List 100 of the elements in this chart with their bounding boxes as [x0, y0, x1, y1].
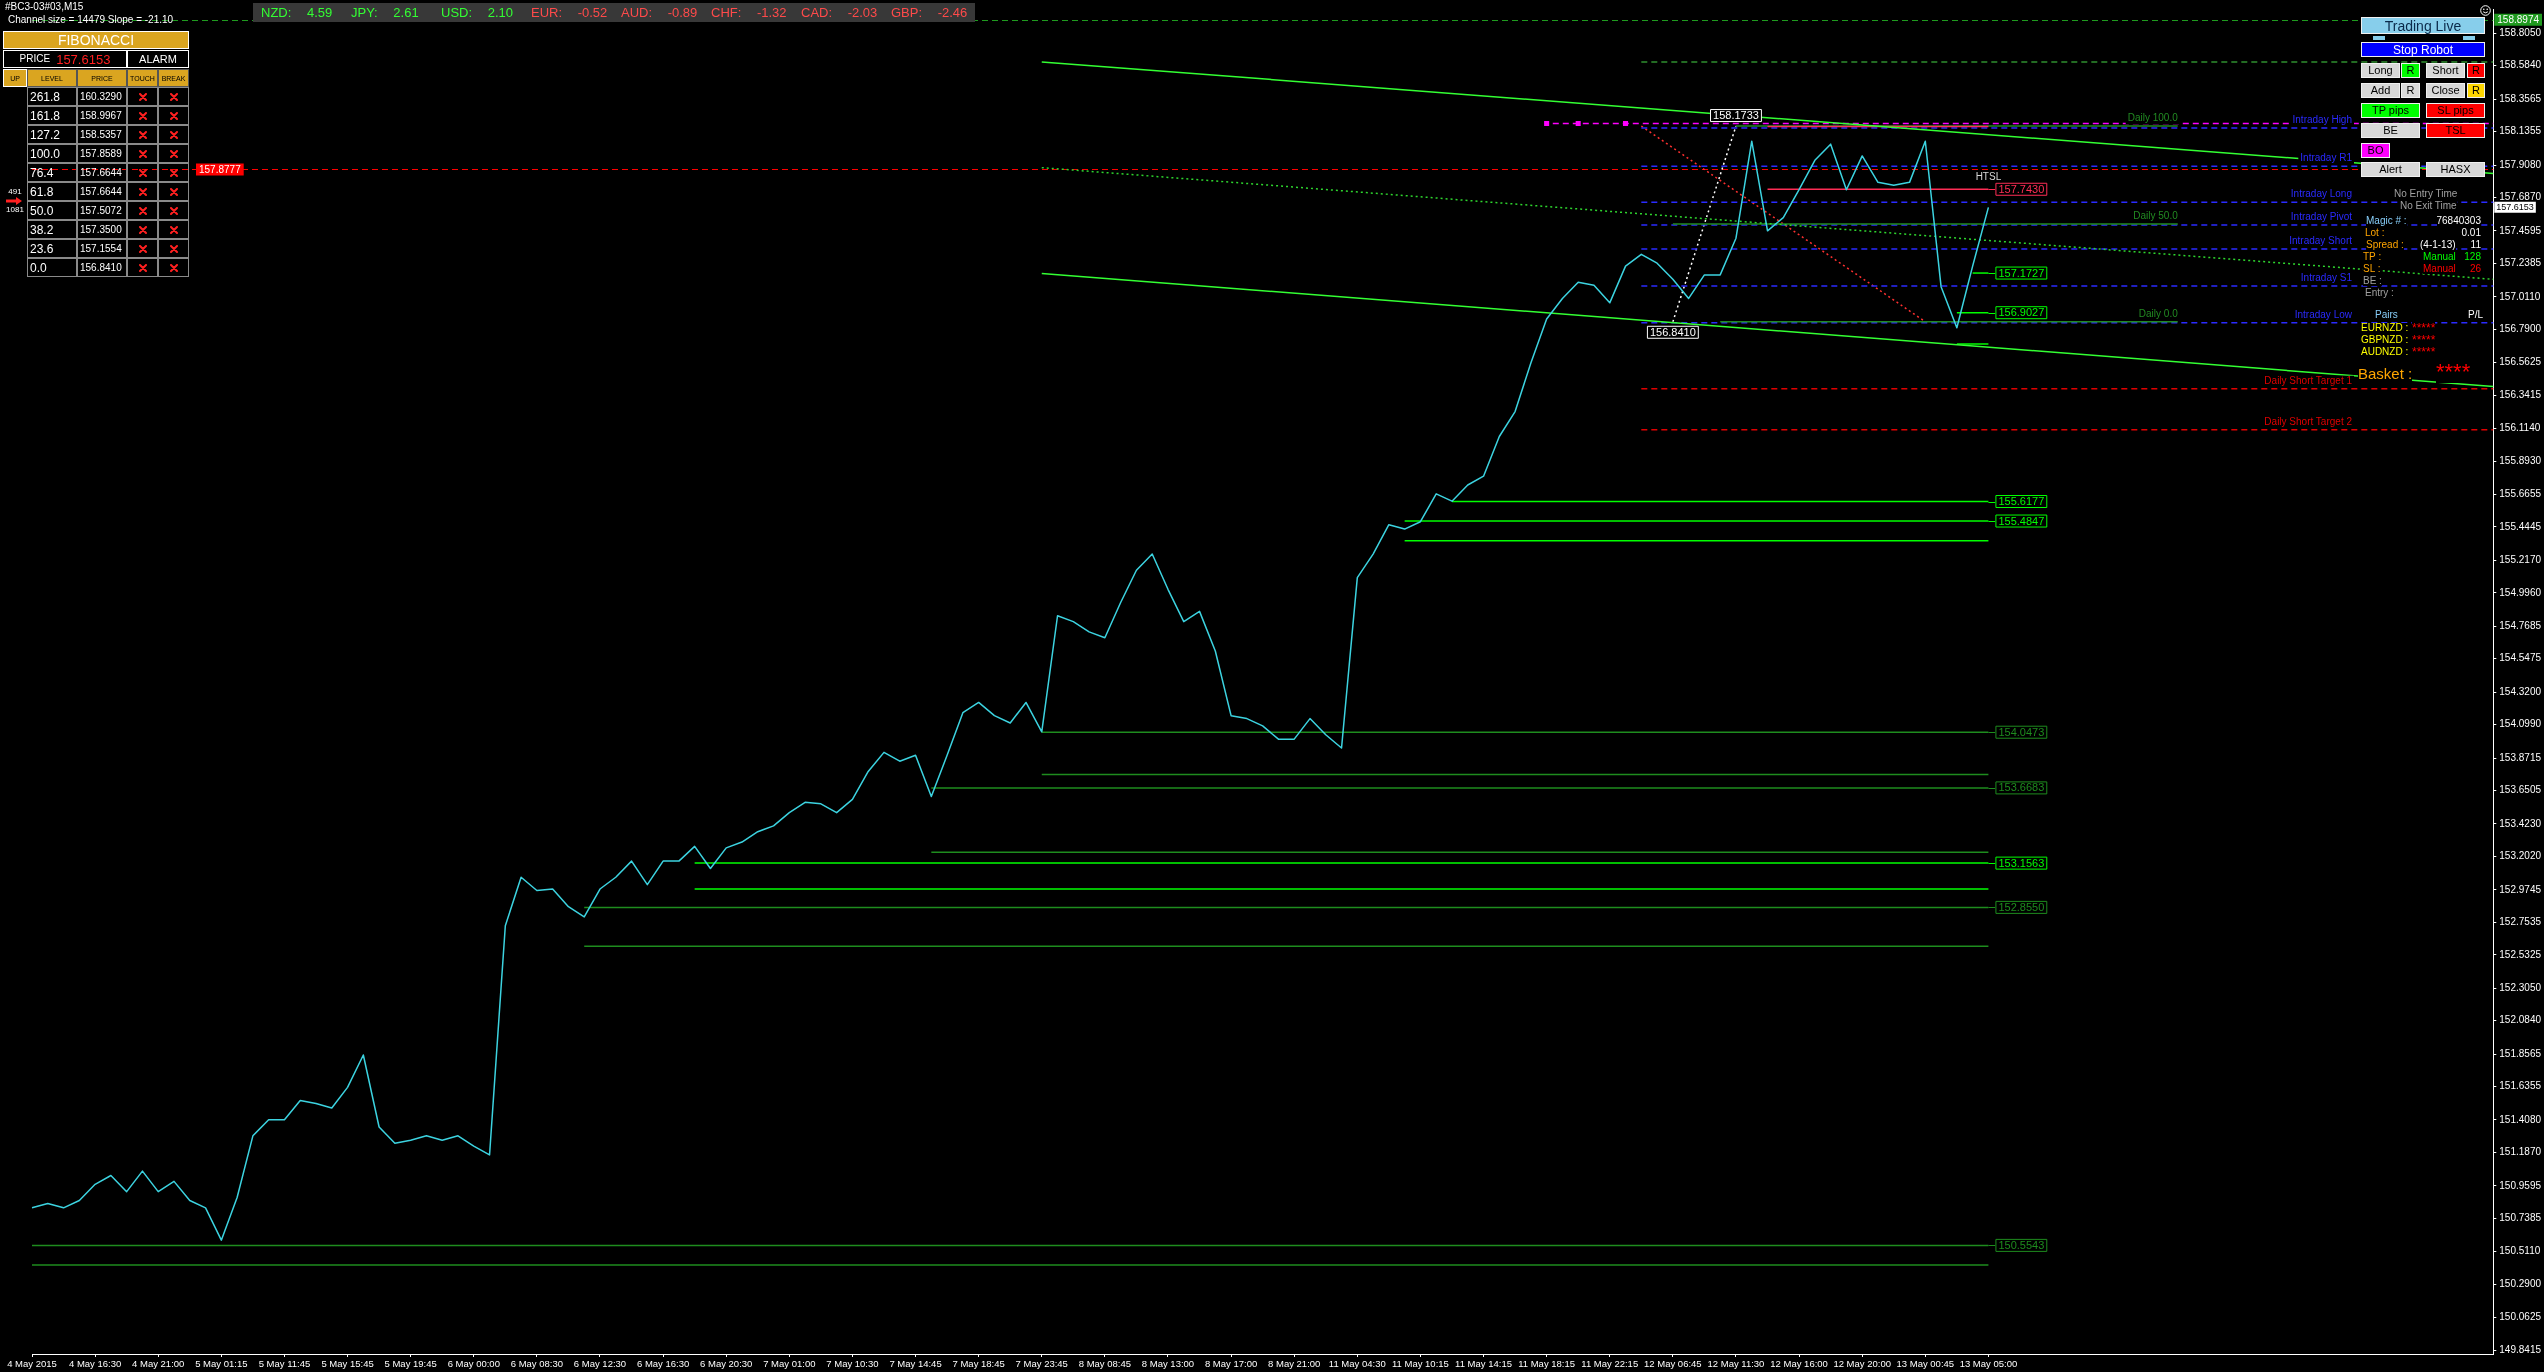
series-label: Intraday Short: [2289, 234, 2353, 246]
annotation: 156.8410: [80, 261, 122, 273]
y-tick-label: 153.6505: [2499, 784, 2542, 796]
y-tick-label: 157.2385: [2499, 257, 2542, 269]
x-tick-label: 7 May 23:45: [1015, 1358, 1068, 1370]
y-tick-label: 152.7535: [2499, 916, 2542, 928]
annotation: 61.8: [30, 184, 54, 199]
y-tick-label: 154.0990: [2499, 718, 2542, 730]
y-tick-label: 158.1355: [2499, 125, 2542, 137]
annotation: *****: [2412, 321, 2436, 335]
x-tick-label: 8 May 21:00: [1268, 1358, 1321, 1370]
annotation: AUD: -0.89: [621, 5, 698, 20]
y-tick-label: 157.9080: [2499, 158, 2542, 170]
annotation: 157.1727: [1998, 266, 2045, 279]
annotation: 158.9967: [80, 109, 122, 121]
annotation: No Entry Time: [2394, 188, 2458, 199]
y-tick-label: 152.5325: [2499, 948, 2542, 960]
text: 157.6153: [2496, 202, 2534, 213]
annotation: Pairs: [2375, 309, 2398, 320]
x-tick-label: 11 May 10:15: [1391, 1358, 1449, 1370]
y-tick-label: 156.5625: [2499, 356, 2542, 368]
bo-button: BO: [2361, 143, 2390, 158]
trading-live-button: Trading Live: [2361, 17, 2485, 34]
annotation: TP :: [2363, 251, 2382, 262]
x-tick-label: 13 May 05:00: [1959, 1358, 2018, 1370]
x-tick-label: 6 May 12:30: [573, 1358, 627, 1370]
annotation: 160.3290: [80, 90, 122, 102]
close-reset-button: R: [2467, 83, 2485, 98]
annotation: P/L: [2467, 309, 2483, 320]
y-tick-label: 152.0840: [2499, 1014, 2542, 1026]
x-tick-label: 6 May 20:30: [700, 1358, 753, 1370]
y-tick-label: 154.7685: [2499, 620, 2542, 632]
annotation: PRICE: [19, 53, 51, 64]
annotation: 157.7430: [1998, 182, 2045, 195]
x-tick-label: 6 May 16:30: [636, 1358, 690, 1370]
series-label: Daily Short Target 2: [2264, 415, 2353, 427]
x-tick-label: 12 May 16:00: [1770, 1358, 1828, 1370]
x-tick-label: 12 May 06:45: [1644, 1358, 1702, 1370]
text: 1081: [6, 205, 24, 214]
annotation: 261.8: [30, 89, 61, 104]
y-tick-label: 156.1140: [2499, 422, 2541, 434]
y-tick-label: 158.3565: [2499, 92, 2542, 104]
x-tick-label: 5 May 19:45: [384, 1358, 437, 1370]
y-tick-label: 157.0110: [2499, 290, 2541, 302]
annotation: Lot :: [2365, 227, 2385, 238]
y-tick-label: 155.8930: [2499, 454, 2542, 466]
annotation: ****: [2436, 359, 2471, 384]
x-tick-label: 11 May 22:15: [1581, 1358, 1639, 1370]
short-reset-button: R: [2467, 63, 2485, 78]
series-label: Intraday R1: [2300, 151, 2353, 163]
stop-robot-button: Stop Robot: [2361, 42, 2485, 57]
x-tick-label: 6 May 00:00: [447, 1358, 500, 1370]
annotation: NZD: 4.59: [261, 5, 333, 20]
annotation: 156.9027: [1998, 306, 2045, 319]
x-tick-label: 7 May 14:45: [889, 1358, 942, 1370]
annotation: EURNZD :: [2361, 322, 2409, 333]
x-tick-label: 6 May 08:30: [510, 1358, 564, 1370]
x-tick-label: 5 May 11:45: [258, 1358, 311, 1370]
x-tick-label: 7 May 01:00: [763, 1358, 816, 1370]
annotation: ALARM: [139, 52, 177, 65]
y-tick-label: 154.9960: [2499, 586, 2542, 598]
ref-line-label: 157.8777: [199, 163, 242, 175]
add-reset-button: R: [2401, 83, 2420, 98]
annotation: *****: [2412, 333, 2436, 347]
y-tick-label: 151.8565: [2499, 1047, 2542, 1059]
series-label: Intraday Long: [2290, 187, 2352, 199]
tsl-button: TSL: [2426, 123, 2485, 138]
annotation: HTSL: [1975, 171, 2002, 183]
annotation: 157.8589: [80, 147, 122, 159]
y-tick-label: 149.8415: [2499, 1343, 2542, 1355]
x-tick-label: 13 May 00:45: [1896, 1358, 1955, 1370]
y-tick-label: 152.3050: [2499, 981, 2542, 993]
annotation: Entry :: [2365, 287, 2394, 298]
annotation: BE :: [2363, 275, 2382, 286]
annotation: 158.5357: [80, 128, 122, 140]
annotation: 157.3500: [80, 223, 122, 235]
annotation: JPY: 2.61: [351, 5, 419, 20]
annotation: 152.8550: [1998, 900, 2045, 913]
chart-title: #BC3-03#03,M15: [5, 1, 84, 12]
tp-pips-button: TP pips: [2361, 103, 2420, 118]
annotation: USD: 2.10: [441, 5, 513, 20]
x-tick-label: 11 May 14:15: [1455, 1358, 1512, 1370]
x-tick-label: 11 May 04:30: [1328, 1358, 1386, 1370]
close-button: Close: [2426, 83, 2465, 98]
annotation: 50.0: [30, 203, 54, 218]
alert-button: Alert: [2361, 162, 2420, 177]
x-tick-label: 11 May 18:15: [1518, 1358, 1576, 1370]
annotation: 76.4: [30, 165, 54, 180]
annotation: CAD: -2.03: [801, 5, 878, 20]
y-tick-label: 156.3415: [2499, 388, 2542, 400]
annotation: 158.1733: [1713, 109, 1759, 122]
annotation: 154.0473: [1998, 725, 2045, 738]
series-label: Intraday Low: [2294, 308, 2353, 320]
annotation: GBP: -2.46: [891, 5, 968, 20]
annotation: 161.8: [30, 108, 61, 123]
annotation: 157.6644: [80, 185, 122, 197]
annotation: EUR: -0.52: [531, 5, 608, 20]
y-tick-label: 150.9595: [2499, 1179, 2542, 1191]
series-label: Intraday High: [2292, 113, 2352, 125]
long-button: Long: [2361, 63, 2400, 78]
